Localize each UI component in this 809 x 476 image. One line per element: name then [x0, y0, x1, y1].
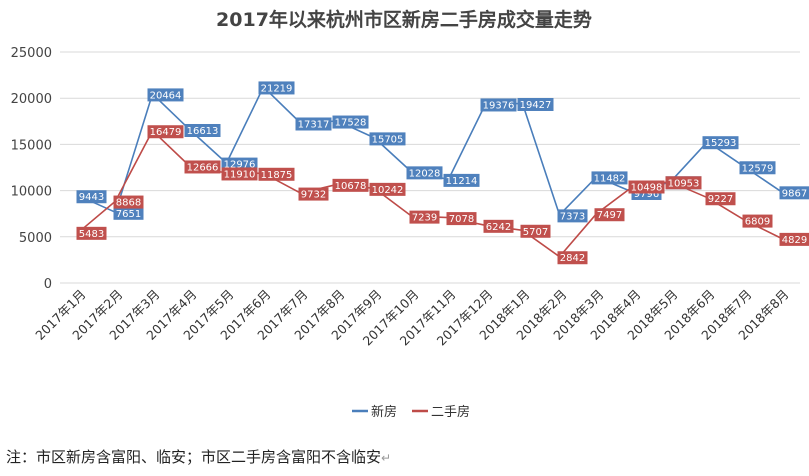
data-label-box	[332, 178, 369, 192]
data-label: 11875	[261, 170, 293, 181]
data-label: 10242	[372, 185, 404, 196]
data-label: 10498	[631, 182, 663, 193]
series-line-new-homes	[78, 86, 782, 216]
data-label: 10953	[668, 178, 700, 189]
data-label: 7497	[597, 210, 622, 221]
chart-title: 2017年以来杭州市区新房二手房成交量走势	[216, 8, 592, 31]
data-label-box	[295, 117, 332, 131]
legend-label: 二手房	[431, 404, 470, 420]
data-label: 15705	[372, 134, 404, 145]
data-label: 17528	[335, 118, 367, 129]
data-label-box	[221, 167, 258, 181]
data-label-box	[702, 136, 739, 150]
data-label: 10678	[335, 181, 367, 192]
data-label-box	[628, 180, 665, 194]
data-label: 12028	[409, 168, 441, 179]
y-tick-label: 0	[44, 277, 52, 292]
data-label: 9867	[782, 188, 807, 199]
data-label-box	[406, 166, 443, 180]
data-label-box	[298, 187, 329, 201]
data-label-box	[113, 206, 144, 220]
data-label-box	[184, 160, 221, 174]
data-label-box	[665, 176, 702, 190]
return-mark-icon: ↵	[381, 451, 392, 465]
data-label: 6809	[745, 217, 770, 228]
data-label-box	[520, 224, 551, 238]
data-label: 7651	[116, 209, 141, 220]
data-label-box	[483, 219, 514, 233]
data-label-box	[147, 125, 184, 139]
data-label-box	[779, 186, 809, 200]
footnote: 注：市区新房含富阳、临安；市区二手房含富阳不含临安↵	[6, 446, 391, 467]
data-label-box	[594, 208, 625, 222]
legend-label: 新房	[371, 404, 397, 420]
data-label: 12976	[224, 160, 256, 171]
data-label-box	[409, 210, 440, 224]
y-tick-label: 10000	[11, 185, 52, 200]
data-label: 9796	[634, 189, 659, 200]
data-label-box	[221, 157, 258, 171]
data-label: 7373	[560, 211, 585, 222]
data-label-box	[258, 167, 295, 181]
data-label: 5483	[79, 229, 104, 240]
data-label: 19376	[483, 100, 515, 111]
data-label: 15293	[705, 138, 737, 149]
data-label: 9443	[79, 192, 104, 203]
data-label-box	[369, 132, 406, 146]
data-label: 12666	[187, 162, 219, 173]
data-label: 2842	[560, 253, 585, 264]
y-tick-label: 15000	[11, 138, 52, 153]
data-label-box	[113, 195, 144, 209]
data-label: 16479	[150, 127, 182, 138]
data-label-box	[258, 81, 295, 95]
data-label: 16613	[187, 126, 219, 137]
data-label-box	[184, 123, 221, 137]
data-label: 5707	[523, 227, 548, 238]
data-label-box	[332, 115, 369, 129]
y-tick-label: 5000	[19, 231, 52, 246]
data-label-box	[446, 212, 477, 226]
data-label-box	[557, 209, 588, 223]
data-label-box	[369, 182, 406, 196]
data-label: 7239	[412, 213, 437, 224]
data-label-box	[443, 173, 480, 187]
data-label: 11482	[594, 173, 626, 184]
data-label: 11910	[224, 169, 256, 180]
data-label: 6242	[486, 222, 511, 233]
data-label-box	[591, 171, 628, 185]
data-label: 12579	[742, 163, 774, 174]
data-label: 19427	[520, 100, 552, 111]
series-line-resale-homes	[77, 129, 782, 258]
data-label-box	[705, 192, 736, 206]
data-label: 7078	[449, 214, 474, 225]
y-tick-label: 20000	[11, 92, 52, 107]
data-label: 17317	[298, 119, 330, 130]
footnote-text: 注：市区新房含富阳、临安；市区二手房含富阳不含临安	[6, 448, 382, 466]
data-label-box	[739, 161, 776, 175]
data-label: 9227	[708, 194, 733, 205]
data-label-box	[76, 190, 107, 204]
line-chart: 2017年以来杭州市区新房二手房成交量走势 0 5000 10000 15000 200…	[11, 8, 809, 420]
data-label: 4829	[782, 235, 807, 246]
data-label: 11214	[446, 176, 478, 187]
data-label-box	[557, 251, 588, 265]
data-label-box	[76, 226, 107, 240]
data-label: 9732	[301, 190, 326, 201]
data-label: 21219	[261, 83, 293, 94]
data-label: 20464	[150, 90, 182, 101]
data-label-box	[517, 97, 554, 111]
data-label-box	[779, 232, 809, 246]
data-label-box	[742, 214, 773, 228]
data-label-box	[480, 98, 517, 112]
data-label-box	[147, 88, 184, 102]
y-tick-label: 25000	[11, 46, 52, 61]
data-label: 8868	[116, 198, 141, 209]
